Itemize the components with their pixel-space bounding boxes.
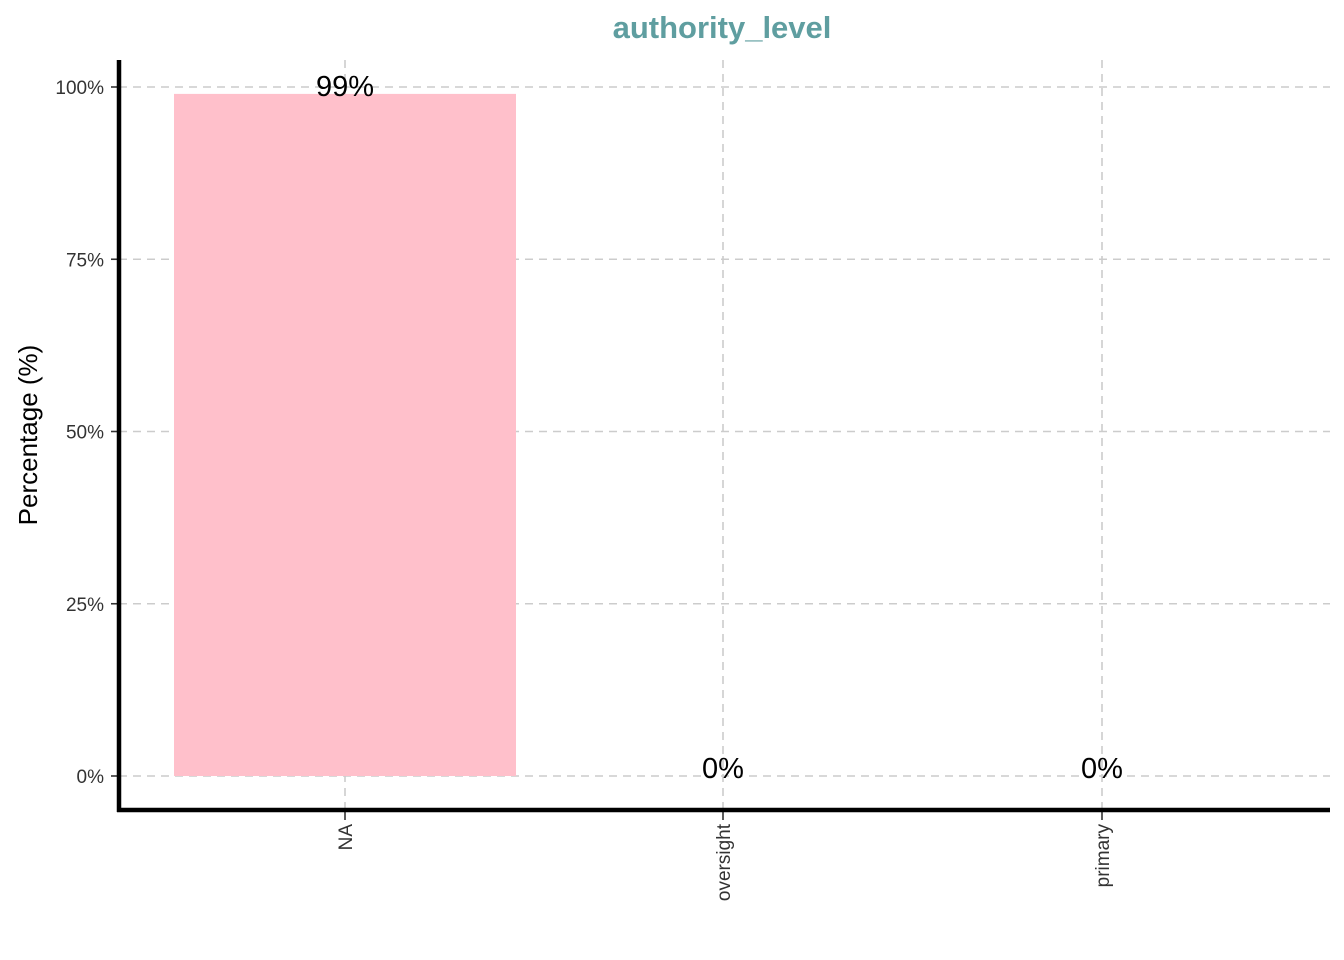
data-labels: 99% 0% 0% bbox=[316, 71, 1123, 785]
x-tick-label: primary bbox=[1093, 824, 1114, 888]
y-axis-label: Percentage (%) bbox=[13, 345, 43, 526]
y-tick-label: 100% bbox=[55, 78, 104, 99]
data-label: 0% bbox=[702, 753, 744, 785]
bars bbox=[174, 93, 516, 776]
bar-na bbox=[174, 93, 516, 776]
chart-title: authority_level bbox=[613, 10, 832, 45]
data-label: 0% bbox=[1081, 753, 1123, 785]
y-tick-label: 25% bbox=[66, 595, 104, 616]
y-tick-label: 50% bbox=[66, 423, 104, 444]
x-axis-ticks: NA oversight primary bbox=[336, 812, 1114, 901]
data-label: 99% bbox=[316, 71, 374, 103]
y-tick-label: 0% bbox=[77, 767, 105, 788]
x-tick-label: NA bbox=[336, 824, 357, 851]
x-tick-label: oversight bbox=[714, 823, 735, 901]
y-axis-ticks: 0% 25% 50% 75% 100% bbox=[55, 78, 119, 788]
y-tick-label: 75% bbox=[66, 250, 104, 271]
